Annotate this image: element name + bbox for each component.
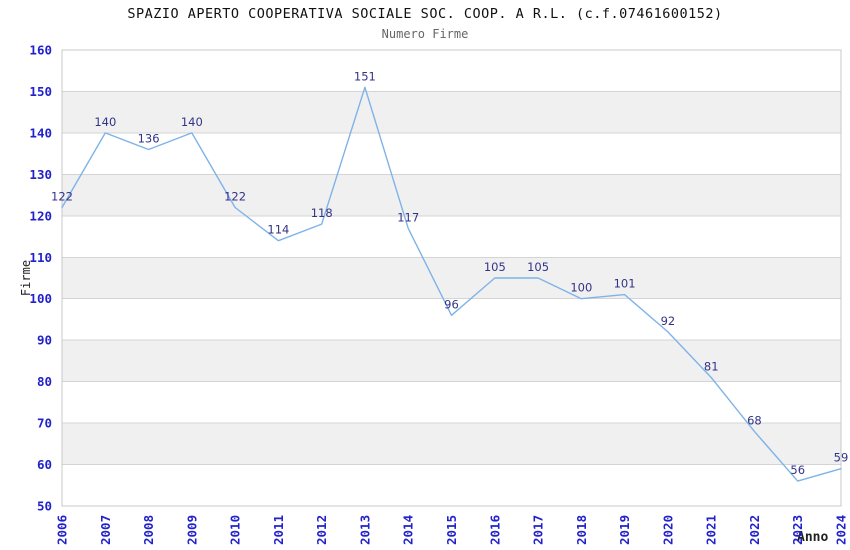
x-tick-label: 2019	[617, 515, 632, 545]
data-point-label: 140	[181, 115, 203, 129]
plot-band	[62, 174, 841, 216]
data-point-label: 140	[94, 115, 116, 129]
y-tick-label: 90	[37, 333, 52, 348]
data-point-label: 59	[834, 451, 849, 465]
data-point-label: 114	[267, 223, 289, 237]
data-point-label: 105	[527, 260, 549, 274]
x-tick-label: 2006	[55, 515, 70, 545]
data-point-label: 81	[704, 360, 719, 374]
y-tick-label: 70	[37, 416, 52, 431]
x-tick-label: 2012	[314, 515, 329, 545]
x-tick-label: 2011	[271, 515, 286, 545]
data-point-label: 122	[224, 190, 246, 204]
plot-band	[62, 91, 841, 133]
x-tick-label: 2014	[401, 515, 416, 545]
x-tick-label: 2009	[184, 515, 199, 545]
x-tick-label: 2020	[660, 515, 675, 545]
chart-subtitle: Numero Firme	[381, 27, 469, 41]
x-tick-label: 2008	[141, 515, 156, 545]
x-tick-label: 2023	[790, 515, 805, 545]
data-point-label: 136	[138, 132, 160, 146]
y-tick-label: 160	[29, 43, 52, 58]
plot-border	[61, 49, 842, 507]
chart-title: SPAZIO APERTO COOPERATIVA SOCIALE SOC. C…	[127, 6, 723, 22]
y-tick-label: 100	[29, 291, 52, 306]
x-tick-label: 2016	[487, 515, 502, 545]
x-tick-label: 2022	[747, 515, 762, 545]
x-axis-title: Anno	[797, 530, 829, 545]
data-point-label: 151	[354, 69, 376, 83]
data-point-label: 100	[570, 281, 592, 295]
plot-band	[62, 340, 841, 382]
x-tick-label: 2007	[98, 515, 113, 545]
data-point-label: 92	[661, 314, 676, 328]
x-tick-label: 2013	[357, 515, 372, 545]
y-tick-label: 110	[29, 250, 52, 265]
data-point-label: 96	[444, 297, 459, 311]
y-tick-label: 60	[37, 457, 52, 472]
y-tick-label: 50	[37, 499, 52, 514]
plot-band	[62, 257, 841, 299]
y-tick-label: 140	[29, 125, 52, 140]
data-point-label: 118	[311, 206, 333, 220]
data-point-label: 105	[484, 260, 506, 274]
y-tick-label: 150	[29, 84, 52, 99]
data-point-label: 56	[790, 463, 805, 477]
y-tick-label: 130	[29, 167, 52, 182]
x-tick-label: 2015	[444, 515, 459, 545]
data-point-label: 101	[614, 277, 636, 291]
x-tick-label: 2010	[228, 515, 243, 545]
data-point-label: 68	[747, 413, 762, 427]
plot-band	[62, 423, 841, 465]
x-tick-label: 2021	[704, 515, 719, 545]
x-tick-label: 2017	[531, 515, 546, 545]
data-point-label: 117	[397, 210, 419, 224]
x-tick-label: 2024	[834, 515, 849, 545]
y-tick-label: 80	[37, 374, 52, 389]
data-point-label: 122	[51, 190, 73, 204]
series-line	[61, 86, 842, 482]
x-tick-label: 2018	[574, 515, 589, 545]
y-tick-label: 120	[29, 208, 52, 223]
